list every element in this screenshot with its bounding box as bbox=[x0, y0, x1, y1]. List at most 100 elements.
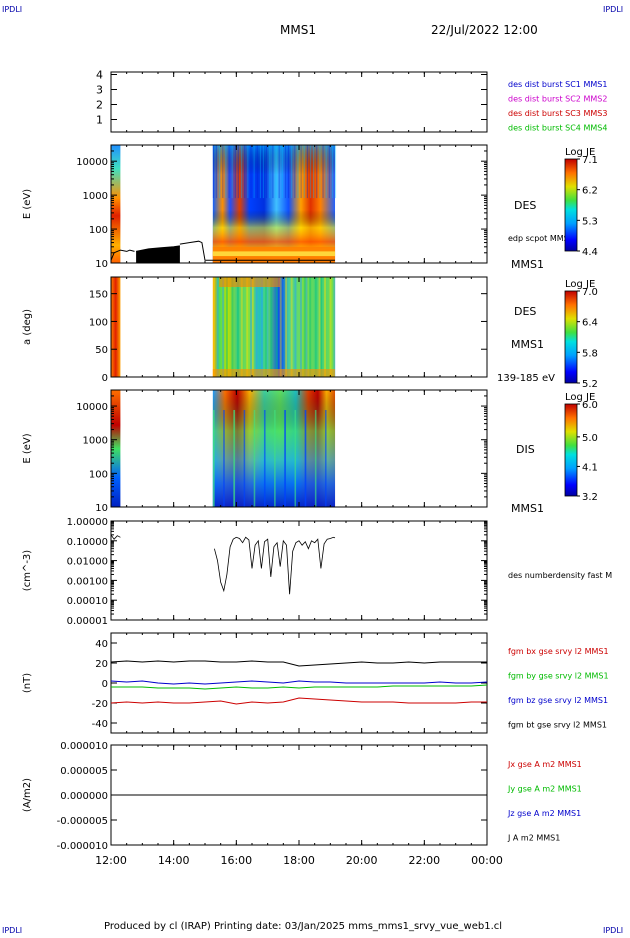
time-tick-label: 00:00 bbox=[471, 854, 503, 867]
spectrogram-streak bbox=[325, 145, 327, 199]
energy-range-label: 139-185 eV bbox=[497, 373, 555, 384]
bfield-line-3 bbox=[110, 680, 488, 685]
dis-streak bbox=[243, 410, 246, 507]
legend-burst-sc4: des dist burst SC4 MMS4 bbox=[508, 124, 607, 133]
pitch-block-early bbox=[111, 277, 121, 377]
y-tick-label: 40 bbox=[95, 639, 108, 650]
pitch-streak bbox=[318, 277, 321, 377]
panel-magnetic-field: 40 20 0 -20 -40 (nT) fgm bx gse srvy l2 MMS1 fg… bbox=[22, 632, 609, 734]
y-axis-label: (A/m2) bbox=[22, 778, 33, 812]
y-tick-label: 100 bbox=[89, 225, 108, 236]
bfield-legend-4: fgm bt gse srvy l2 MMS1 bbox=[508, 721, 607, 730]
pitch-streak bbox=[251, 277, 254, 377]
scpot-line bbox=[110, 249, 135, 261]
mission-title: MMS1 bbox=[280, 23, 316, 37]
colorbar-tick-label: 3.2 bbox=[582, 492, 598, 503]
y-tick-label: 0 bbox=[102, 373, 108, 384]
spectrogram-streak bbox=[219, 145, 221, 199]
dis-streak bbox=[233, 410, 235, 507]
spectrogram-streak bbox=[319, 145, 321, 199]
pitch-streak bbox=[255, 277, 258, 377]
footer-credit: Produced by cl (IRAP) Printing date: 03/… bbox=[104, 921, 502, 932]
dis-streak bbox=[243, 410, 246, 507]
y-tick-label: 0.10000 bbox=[67, 537, 108, 548]
panel-dis-energy: 10000 1000 100 10 E (eV) DIS MMS1 Log JE6.0 5.0 4… bbox=[22, 389, 598, 515]
y-tick-label: 0.01000 bbox=[67, 557, 108, 568]
spectrogram-streak bbox=[328, 145, 330, 199]
panel-frame bbox=[110, 520, 488, 621]
colorbar-title: Log JE bbox=[565, 392, 595, 403]
spectrogram-streak bbox=[259, 145, 262, 199]
instrument-label: DES bbox=[514, 199, 536, 212]
pitch-streak bbox=[261, 277, 264, 377]
spectrogram-streak bbox=[331, 145, 334, 199]
spectrogram-streak bbox=[228, 145, 230, 199]
spectrogram-streak bbox=[222, 145, 224, 199]
bfield-legend-2: fgm by gse srvy l2 MMS1 bbox=[508, 672, 609, 681]
spectrogram-streak bbox=[212, 145, 215, 199]
dis-streak bbox=[223, 410, 225, 507]
colorbar-tick-label: 5.3 bbox=[582, 216, 598, 227]
panel-des-energy: 10000 1000 100 10 E (eV) DES edp scpot MMS1 MMS… bbox=[22, 144, 598, 271]
y-tick-label: 0.000005 bbox=[60, 766, 108, 777]
pitch-streak bbox=[290, 277, 293, 377]
spectrogram-streak bbox=[322, 145, 324, 199]
pitch-streak bbox=[299, 277, 302, 377]
spectrogram-streak bbox=[234, 145, 236, 199]
dis-streak bbox=[223, 410, 225, 507]
spectrogram-streak bbox=[256, 145, 258, 199]
spectrogram-streak bbox=[250, 145, 252, 199]
bfield-legend-3: fgm bz gse srvy l2 MMS1 bbox=[508, 696, 608, 705]
legend-burst-sc2: des dist burst SC2 MMS2 bbox=[508, 95, 607, 104]
spectrogram-streak bbox=[316, 145, 318, 199]
spectrogram-streak bbox=[303, 145, 305, 199]
spectrogram-streak bbox=[272, 145, 274, 199]
panel-des-pitch: 150 100 50 0 a (deg) DES MMS1 139-185 eV Log JE7… bbox=[22, 276, 598, 390]
time-tick-label: 20:00 bbox=[346, 854, 378, 867]
y-tick-label: 0 bbox=[102, 679, 108, 690]
density-series-label: des numberdensity fast M bbox=[508, 571, 612, 580]
time-tick-label: 16:00 bbox=[220, 854, 252, 867]
colorbar-tick-label: 5.0 bbox=[582, 433, 598, 444]
colorbar bbox=[564, 290, 578, 384]
y-tick-label: 0.00100 bbox=[67, 576, 108, 587]
y-tick-label: 4 bbox=[96, 69, 103, 82]
pitch-streak bbox=[225, 277, 228, 377]
spectrogram-streak bbox=[253, 145, 255, 199]
spectrogram-streak bbox=[291, 145, 293, 199]
corner-label-tr: IPDLI bbox=[603, 5, 623, 14]
spectrogram-streak bbox=[306, 145, 309, 199]
dis-streak bbox=[212, 410, 215, 507]
colorbar-tick-label: 4.4 bbox=[582, 247, 598, 258]
bfield-line-2 bbox=[111, 684, 488, 690]
current-legend-4: J A m2 MMS1 bbox=[507, 834, 560, 843]
des-energy-lowband-highlight bbox=[212, 251, 336, 257]
pitch-streak bbox=[314, 277, 317, 377]
spectrogram-streak bbox=[225, 145, 227, 199]
spectrogram-streak bbox=[334, 145, 337, 199]
spacecraft-label: MMS1 bbox=[511, 502, 544, 515]
dis-block-main-overlay bbox=[212, 390, 336, 507]
pitch-streak bbox=[240, 277, 243, 377]
spacecraft-label: MMS1 bbox=[511, 258, 544, 271]
corner-label-tl: IPDLI bbox=[2, 5, 22, 14]
spectrogram-streak bbox=[237, 145, 239, 199]
current-legend-2: Jy gse A m2 MMS1 bbox=[507, 785, 582, 794]
y-tick-label: 10 bbox=[95, 503, 108, 514]
colorbar-title: Log JE bbox=[565, 147, 595, 158]
pitch-streak bbox=[212, 277, 215, 377]
pitch-streak bbox=[270, 277, 273, 377]
y-tick-label: 1000 bbox=[83, 191, 108, 202]
pitch-streak bbox=[333, 277, 336, 377]
pitch-streak bbox=[266, 277, 269, 377]
pitch-streak bbox=[320, 277, 323, 377]
dis-streak bbox=[294, 410, 297, 507]
pitch-streak bbox=[246, 277, 249, 377]
pitch-streak bbox=[236, 277, 239, 377]
dis-streak bbox=[274, 410, 276, 507]
colorbar-tick-label: 6.0 bbox=[582, 400, 598, 411]
y-tick-label: 10000 bbox=[76, 157, 108, 168]
dis-streak bbox=[324, 410, 327, 507]
